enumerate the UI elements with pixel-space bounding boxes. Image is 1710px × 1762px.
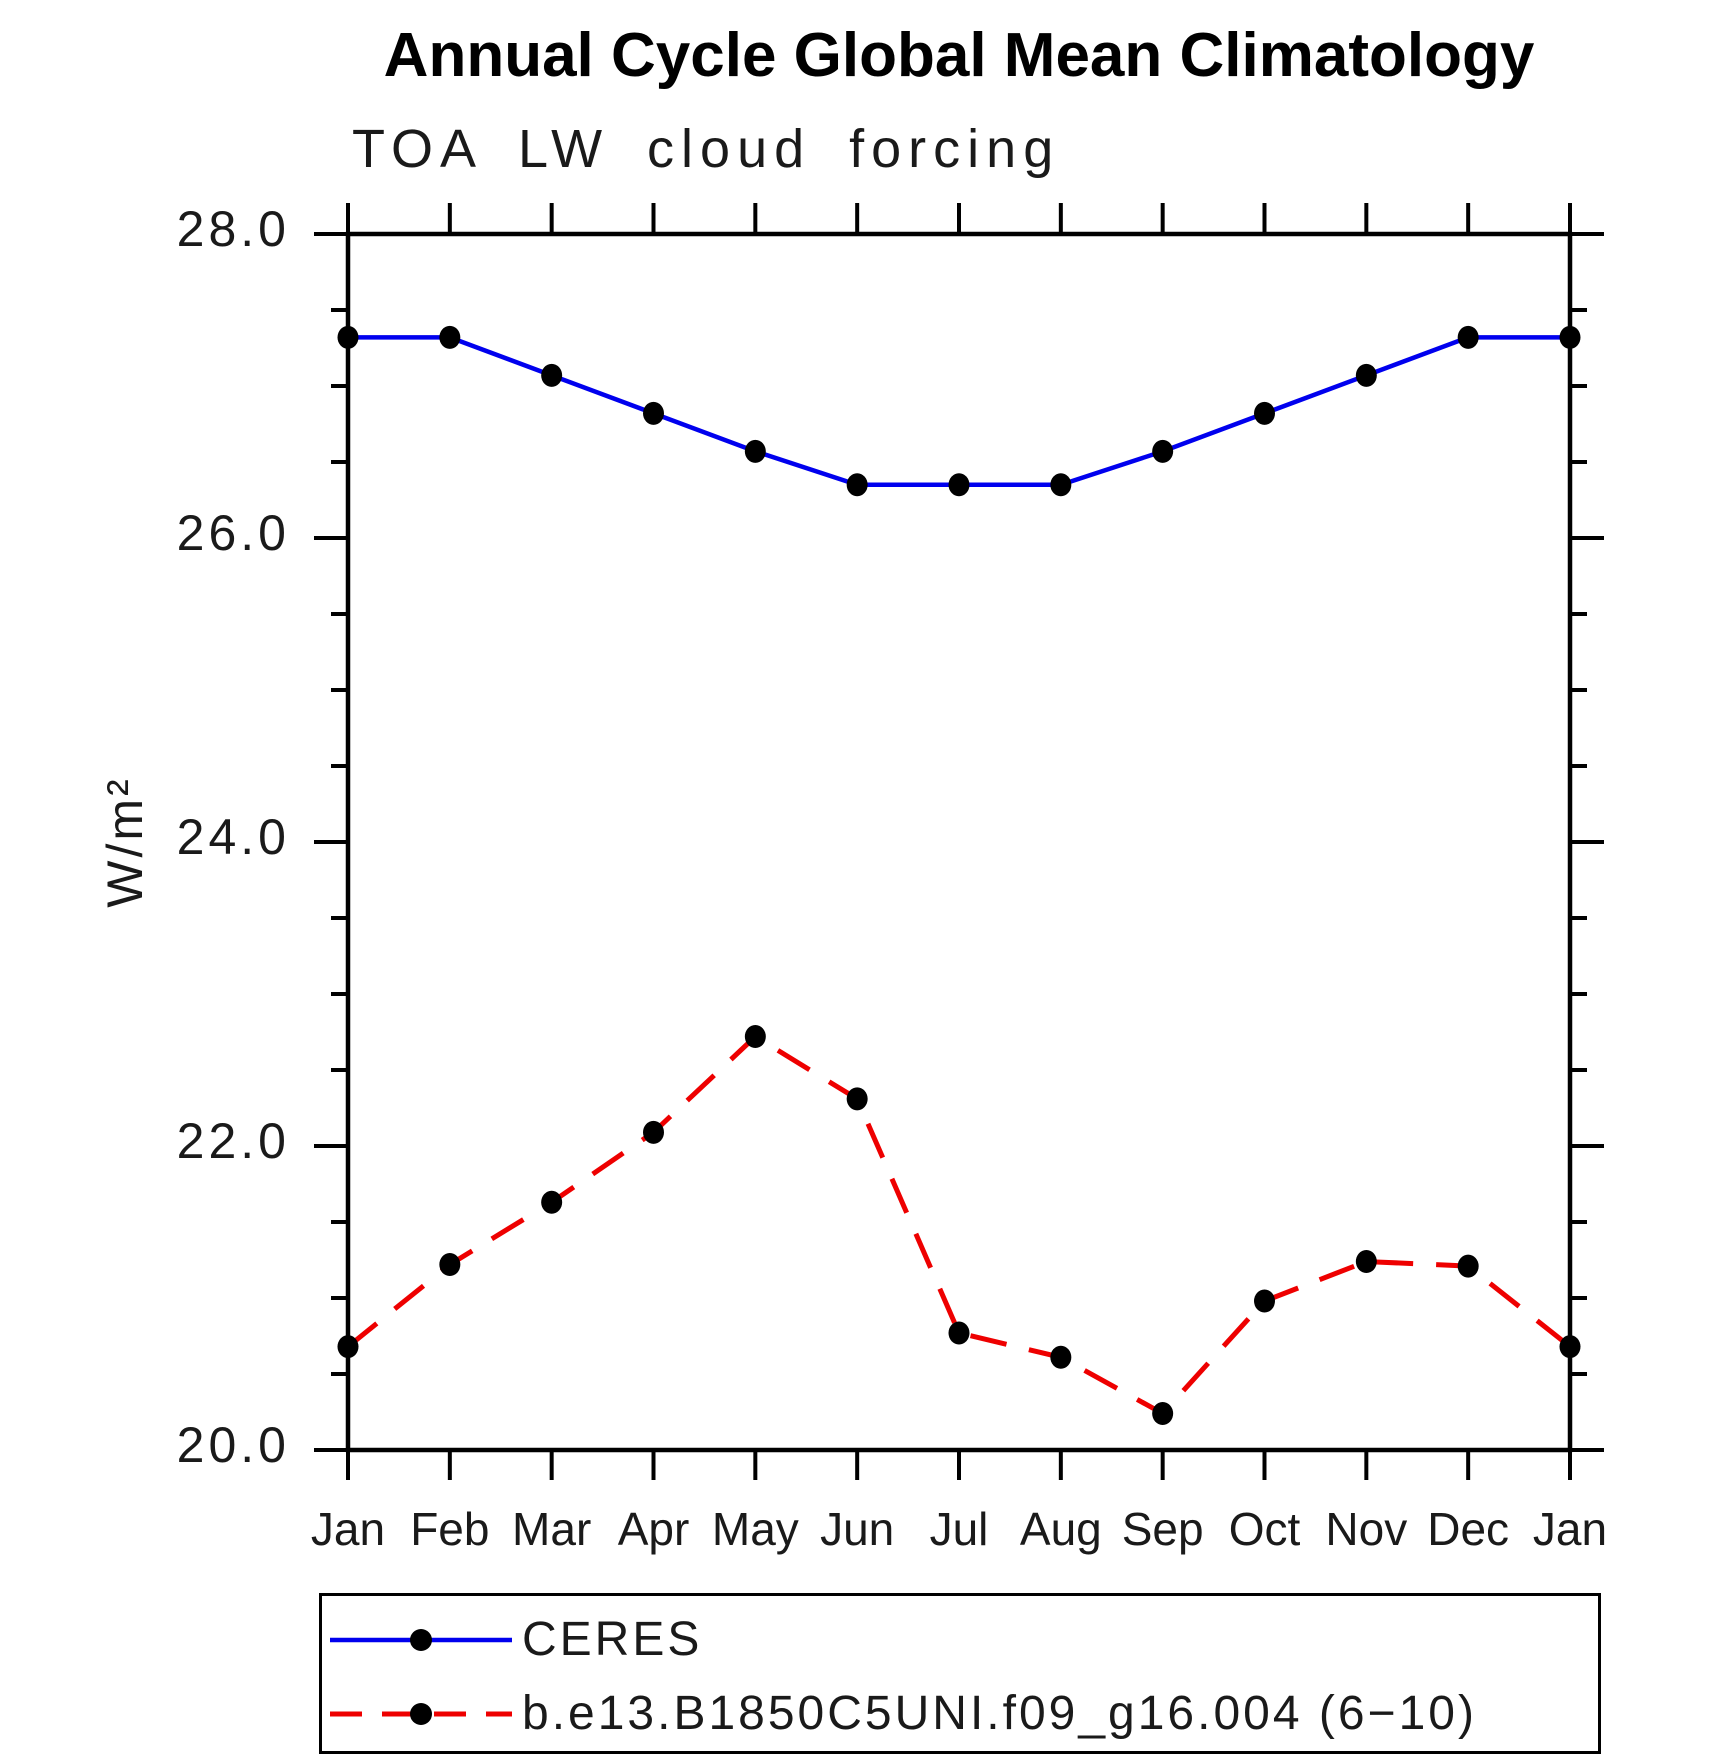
y-tick-label: 24.0 (177, 809, 290, 865)
chart-title: Annual Cycle Global Mean Climatology (383, 21, 1535, 90)
data-point-marker (439, 1253, 461, 1277)
data-point-marker (1254, 401, 1275, 425)
legend-label-model: b.e13.B1850C5UNI.f09_g16.004 (6−10) (522, 1687, 1477, 1740)
x-tick-label: Nov (1325, 1503, 1407, 1555)
chart-subtitle: TOA LW cloud forcing (352, 119, 1061, 179)
data-point-marker (846, 473, 868, 497)
legend-marker-dot (410, 1703, 432, 1725)
data-point-marker (744, 439, 766, 463)
y-tick-label: 20.0 (177, 1417, 290, 1473)
data-point-marker (643, 1120, 664, 1144)
data-point-marker (1355, 1250, 1377, 1274)
y-tick-label: 28.0 (177, 201, 290, 257)
y-tick-label: 22.0 (177, 1113, 290, 1169)
data-point-marker (439, 325, 461, 349)
legend-item-ceres: CERES (328, 1613, 703, 1666)
legend-box: CERES b.e13.B1850C5UNI.f09_g16.004 (6−10… (319, 1593, 1601, 1754)
x-tick-label: Jan (311, 1503, 385, 1555)
data-point-marker (1152, 439, 1174, 463)
x-tick-label: Dec (1427, 1503, 1509, 1555)
y-tick-label: 26.0 (177, 505, 290, 561)
x-tick-label: Aug (1020, 1503, 1102, 1555)
data-point-marker (1254, 1289, 1275, 1313)
legend-item-model: b.e13.B1850C5UNI.f09_g16.004 (6−10) (328, 1687, 1477, 1740)
data-point-marker (643, 401, 664, 425)
legend-line-sample-dashed (330, 1703, 512, 1725)
data-point-marker (744, 1025, 766, 1049)
legend-marker-dot (410, 1629, 432, 1651)
data-point-marker (1457, 325, 1479, 349)
series-line-ceres (348, 335, 1570, 488)
legend-line-sample-solid (330, 1629, 512, 1651)
x-tick-label: Mar (512, 1503, 591, 1555)
data-point-marker (1457, 1254, 1479, 1278)
data-point-marker (337, 325, 359, 349)
data-point-marker (541, 1190, 563, 1214)
x-tick-label: Apr (618, 1503, 690, 1555)
axis-frame (345, 231, 1573, 1453)
series-line-model (346, 1033, 1572, 1417)
x-tick-label: Feb (410, 1503, 489, 1555)
data-point-marker (846, 1087, 868, 1111)
x-tick-label: Jul (930, 1503, 989, 1555)
x-tick-label: Jun (820, 1503, 894, 1555)
x-tick-label: Oct (1229, 1503, 1301, 1555)
data-point-marker (1559, 1335, 1581, 1359)
plot-area: 28.0 26.0 24.0 22.0 20.0 Jan Feb Mar Apr May Jun Ju… (177, 201, 1607, 1555)
data-point-marker (1559, 325, 1581, 349)
data-point-marker (948, 1321, 970, 1345)
data-point-marker (541, 363, 563, 387)
x-tick-label: Sep (1122, 1503, 1204, 1555)
data-point-marker (1355, 363, 1377, 387)
x-tick-label: May (712, 1503, 799, 1555)
data-point-marker (1152, 1402, 1174, 1426)
data-point-marker (1050, 1345, 1072, 1369)
data-point-marker (948, 473, 970, 497)
x-tick-label: Jan (1533, 1503, 1607, 1555)
legend-label-ceres: CERES (522, 1613, 703, 1666)
data-point-marker (1050, 473, 1072, 497)
data-point-marker (337, 1335, 359, 1359)
